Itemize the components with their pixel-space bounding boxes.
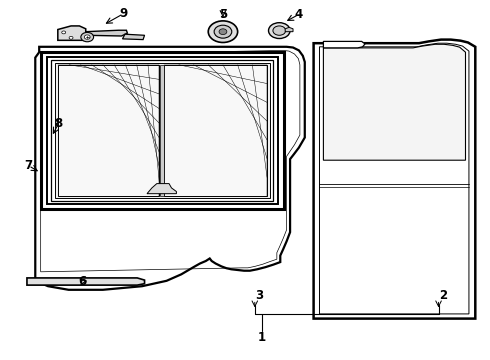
Circle shape <box>269 23 290 39</box>
Text: 7: 7 <box>24 159 32 172</box>
Text: 6: 6 <box>78 275 86 288</box>
Polygon shape <box>160 65 164 196</box>
Polygon shape <box>41 52 284 209</box>
Circle shape <box>219 29 227 35</box>
Polygon shape <box>35 47 305 290</box>
Text: 9: 9 <box>120 7 127 20</box>
Polygon shape <box>58 65 159 196</box>
Polygon shape <box>164 65 267 196</box>
Polygon shape <box>323 41 365 48</box>
Polygon shape <box>55 63 270 198</box>
Polygon shape <box>86 30 127 36</box>
Polygon shape <box>27 278 145 285</box>
Circle shape <box>62 31 66 34</box>
Polygon shape <box>323 44 466 160</box>
Polygon shape <box>51 60 273 201</box>
Circle shape <box>208 21 238 42</box>
Circle shape <box>81 32 94 42</box>
Text: 2: 2 <box>440 289 447 302</box>
Circle shape <box>273 26 286 35</box>
Text: 3: 3 <box>256 289 264 302</box>
Polygon shape <box>285 27 293 32</box>
Polygon shape <box>147 184 176 194</box>
Polygon shape <box>47 57 278 204</box>
Circle shape <box>214 25 232 38</box>
Polygon shape <box>122 34 145 40</box>
Text: 1: 1 <box>258 331 266 344</box>
Polygon shape <box>58 26 86 40</box>
Text: 5: 5 <box>219 8 227 21</box>
Circle shape <box>69 36 73 39</box>
Text: 4: 4 <box>295 8 303 21</box>
Text: 8: 8 <box>55 117 63 130</box>
Polygon shape <box>314 40 475 319</box>
Circle shape <box>84 35 90 39</box>
